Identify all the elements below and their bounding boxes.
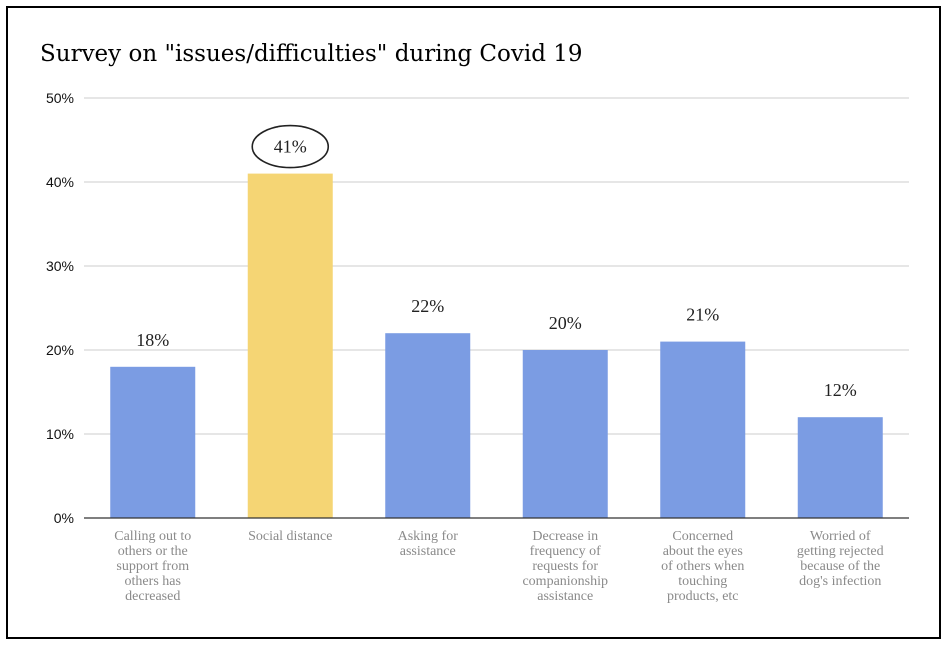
y-tick-label: 50% bbox=[46, 90, 74, 106]
data-label-4: 20% bbox=[549, 313, 582, 333]
data-label-3: 22% bbox=[411, 296, 444, 316]
data-label-1: 18% bbox=[136, 330, 169, 350]
gridlines bbox=[84, 98, 909, 434]
data-labels: 18% 41% 22% 20% 21% 12% bbox=[136, 126, 857, 401]
y-axis: 0% 10% 20% 30% 40% 50% bbox=[46, 90, 74, 526]
data-label-6: 12% bbox=[824, 380, 857, 400]
y-tick-label: 10% bbox=[46, 426, 74, 442]
bars bbox=[110, 174, 883, 518]
bar-6 bbox=[798, 417, 883, 518]
bar-4 bbox=[523, 350, 608, 518]
y-tick-label: 30% bbox=[46, 258, 74, 274]
x-tick-label: Decrease in frequency of requests for compa… bbox=[522, 529, 608, 604]
data-label-2: 41% bbox=[274, 137, 307, 157]
data-label-5: 21% bbox=[686, 305, 719, 325]
x-tick-label: Social distance bbox=[248, 529, 332, 544]
x-tick-label: Worried of getting rejected because of the… bbox=[797, 529, 884, 589]
chart-title: Survey on "issues/difficulties" during C… bbox=[40, 41, 583, 67]
x-tick-label: Calling out to others or the support from o… bbox=[114, 529, 191, 604]
y-tick-label: 40% bbox=[46, 174, 74, 190]
bar-3 bbox=[385, 333, 470, 518]
y-tick-label: 20% bbox=[46, 342, 74, 358]
x-tick-label: Concerned about the eyes of others when tou… bbox=[661, 529, 744, 604]
x-tick-label: Asking for assistance bbox=[398, 529, 459, 559]
y-tick-label: 0% bbox=[54, 510, 74, 526]
bar-2 bbox=[248, 174, 333, 518]
x-axis: Calling out to others or the support from o… bbox=[84, 518, 909, 604]
bar-1 bbox=[110, 367, 195, 518]
bar-5 bbox=[660, 342, 745, 518]
